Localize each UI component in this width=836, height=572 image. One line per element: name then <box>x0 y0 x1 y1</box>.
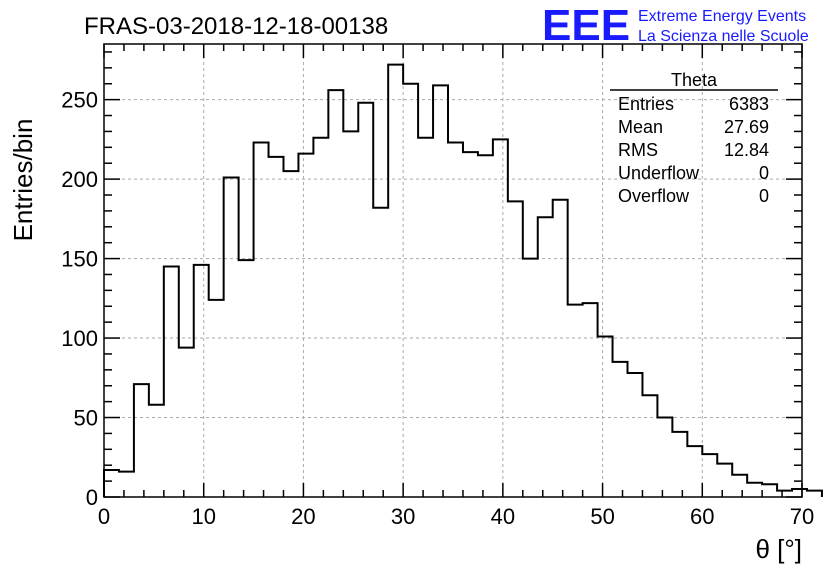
histogram-bin <box>134 384 149 497</box>
histogram-bin <box>328 90 343 497</box>
histogram-bin <box>254 143 269 497</box>
y-tick-label: 150 <box>61 247 98 272</box>
histogram-bin <box>792 489 807 497</box>
logo-line-1: Extreme Energy Events <box>638 8 806 25</box>
y-tick-label: 50 <box>74 406 98 431</box>
stats-box: Theta Entries 6383 Mean 27.69 RMS 12.84 Underf… <box>610 70 778 206</box>
stats-value: 12.84 <box>724 140 769 160</box>
histogram-bin <box>224 178 239 497</box>
x-tick-label: 70 <box>790 504 814 529</box>
histogram-line <box>103 63 823 497</box>
histogram-bin <box>119 472 134 497</box>
histogram-bin <box>388 65 403 497</box>
histogram-bin <box>179 348 194 497</box>
x-axis-title: θ [°] <box>755 534 802 564</box>
histogram-bin <box>762 484 777 497</box>
histogram-bin <box>553 200 568 497</box>
histogram-bin <box>313 138 328 497</box>
histogram-bin <box>568 305 583 497</box>
histogram-bin <box>433 85 448 497</box>
x-tick-label: 60 <box>690 504 714 529</box>
stats-label: RMS <box>618 140 658 160</box>
y-tick-label: 100 <box>61 326 98 351</box>
histogram-bin <box>777 491 792 497</box>
histogram-bin <box>538 217 553 497</box>
histogram-bin <box>672 432 687 497</box>
y-axis-title: Entries/bin <box>8 119 38 242</box>
x-tick-labels: 0 10 20 30 40 50 60 70 <box>98 504 814 529</box>
stats-label: Overflow <box>618 186 690 206</box>
histogram-bin <box>478 155 493 497</box>
y-tick-label: 200 <box>61 167 98 192</box>
histogram-bin <box>702 454 717 497</box>
histogram-bin <box>373 208 388 497</box>
stats-label: Underflow <box>618 163 700 183</box>
histogram-bin <box>463 152 478 497</box>
stats-name: Theta <box>671 70 718 90</box>
x-tick-label: 50 <box>590 504 614 529</box>
histogram-bin <box>298 154 313 497</box>
axis-ticks <box>103 44 803 498</box>
chart-title: FRAS-03-2018-12-18-00138 <box>84 13 388 40</box>
histogram-bin <box>717 464 732 497</box>
histogram-bin <box>807 491 822 497</box>
x-tick-label: 10 <box>191 504 215 529</box>
histogram-bin <box>523 259 538 497</box>
y-tick-label: 0 <box>86 485 98 510</box>
histogram-bin <box>239 260 254 497</box>
histogram-bin <box>104 470 119 497</box>
histogram-bin <box>508 201 523 497</box>
histogram-bin <box>628 373 643 497</box>
histogram-bin <box>418 138 433 497</box>
histogram-bin <box>583 303 598 497</box>
histogram-bin <box>283 171 298 497</box>
histogram-bin <box>149 405 164 497</box>
histogram-bin <box>657 418 672 497</box>
histogram-bin <box>448 143 463 497</box>
x-tick-label: 40 <box>491 504 515 529</box>
plot-frame <box>103 43 803 498</box>
histogram-bin <box>403 84 418 497</box>
histogram-bin <box>269 157 284 497</box>
stats-label: Mean <box>618 117 663 137</box>
eee-logo: EEE Extreme Energy Events La Scienza nel… <box>542 1 809 50</box>
logo-line-2: La Scienza nelle Scuole <box>638 28 809 45</box>
stats-value: 6383 <box>729 94 769 114</box>
x-tick-label: 30 <box>391 504 415 529</box>
stats-value: 0 <box>759 186 769 206</box>
x-tick-label: 20 <box>291 504 315 529</box>
stats-label: Entries <box>618 94 674 114</box>
histogram-bin <box>598 336 613 497</box>
grid-lines <box>104 44 802 497</box>
histogram-bin <box>747 483 762 497</box>
stats-value: 0 <box>759 163 769 183</box>
histogram-bin <box>358 103 373 497</box>
histogram-bin <box>613 362 628 497</box>
histogram-bin <box>493 139 508 497</box>
histogram-bin <box>687 446 702 497</box>
histogram-bins <box>104 65 822 497</box>
x-tick-label: 0 <box>98 504 110 529</box>
histogram-bin <box>642 395 657 497</box>
y-tick-label: 250 <box>61 88 98 113</box>
histogram-bin <box>164 267 179 497</box>
histogram-bin <box>732 475 747 497</box>
stats-value: 27.69 <box>724 117 769 137</box>
y-tick-labels: 0 50 100 150 200 250 <box>61 88 98 510</box>
histogram-bin <box>209 300 224 497</box>
logo-mark: EEE <box>542 1 630 50</box>
histogram-bin <box>343 131 358 497</box>
histogram-bin <box>194 265 209 497</box>
